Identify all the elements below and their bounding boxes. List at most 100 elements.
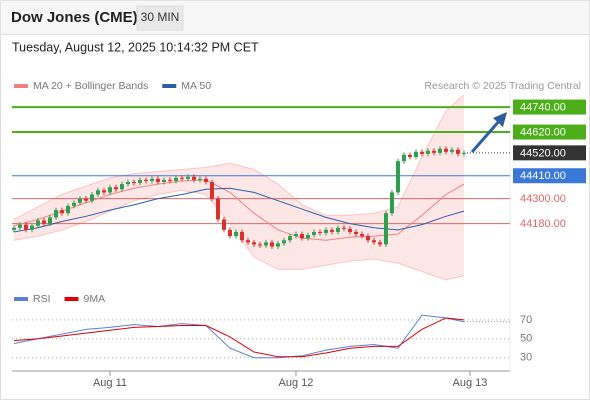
- candle-body: [173, 177, 178, 181]
- legend-swatch: [162, 84, 177, 88]
- candle-body: [377, 242, 382, 245]
- candle-body: [347, 228, 352, 232]
- candle-body: [191, 176, 196, 180]
- instrument-title: Dow Jones (CME): [11, 9, 138, 26]
- x-tick-label: Aug 11: [93, 377, 127, 389]
- rsi-tick-label: 70: [520, 314, 532, 326]
- candle-body: [107, 187, 112, 193]
- candle-body: [275, 243, 280, 247]
- legend-swatch: [64, 297, 79, 301]
- candle-body: [161, 179, 166, 182]
- candle-body: [443, 148, 448, 152]
- candle-body: [455, 149, 460, 154]
- candle-body: [11, 227, 16, 230]
- level-label: 44410.00: [520, 170, 566, 182]
- candle-body: [227, 229, 232, 237]
- level-label: 44300.00: [520, 193, 566, 205]
- candle-body: [83, 198, 88, 201]
- candle-body: [329, 229, 334, 232]
- candle-body: [389, 192, 394, 214]
- candle-body: [437, 148, 442, 153]
- candle-body: [185, 176, 190, 179]
- level-tag: [513, 145, 586, 161]
- candle-body: [395, 161, 400, 193]
- candle-body: [65, 205, 70, 214]
- candle-body: [413, 151, 418, 158]
- candle-body: [29, 225, 34, 230]
- candle-body: [299, 234, 304, 239]
- candle-body: [197, 178, 202, 180]
- candle-body: [449, 149, 454, 152]
- candle-body: [35, 220, 40, 226]
- legend-swatch: [14, 297, 28, 301]
- legend-label: MA 50: [181, 80, 211, 92]
- level-tag: [513, 99, 586, 115]
- candle-body: [461, 152, 466, 154]
- candle-body: [149, 178, 154, 181]
- x-tick-label: Aug 12: [279, 377, 314, 389]
- candle-body: [305, 235, 310, 239]
- rsi-line: [13, 317, 465, 358]
- legend-label: RSI: [33, 293, 51, 305]
- candle-body: [245, 240, 250, 243]
- candle-body: [143, 179, 148, 181]
- candle-body: [47, 217, 52, 224]
- rsi-tick-label: 30: [520, 352, 532, 364]
- level-label: 44740.00: [520, 101, 566, 113]
- candle-body: [131, 181, 136, 184]
- legend-swatch: [14, 84, 28, 88]
- candle-body: [401, 154, 406, 162]
- candle-body: [209, 181, 214, 199]
- ma20-line: [13, 179, 465, 241]
- candle-body: [179, 177, 184, 179]
- candle-body: [335, 227, 340, 232]
- candle-body: [311, 231, 316, 236]
- header-bar: [0, 0, 590, 35]
- level-tag: [513, 124, 586, 140]
- timeframe-box[interactable]: [136, 5, 184, 31]
- candle-body: [359, 234, 364, 237]
- candle-body: [287, 236, 292, 241]
- candle-body: [257, 244, 262, 246]
- candle-body: [137, 179, 142, 184]
- candle-body: [167, 179, 172, 181]
- candle-body: [119, 184, 124, 190]
- candle-body: [323, 229, 328, 233]
- candle-body: [431, 150, 436, 153]
- candle-body: [353, 231, 358, 235]
- candle-body: [425, 150, 430, 154]
- candle-body: [233, 231, 238, 237]
- arrow-head: [493, 112, 507, 127]
- candle-body: [203, 178, 208, 182]
- candle-body: [41, 220, 46, 224]
- arrow-shaft: [470, 119, 502, 153]
- candle-body: [293, 234, 298, 237]
- candle-body: [419, 151, 424, 154]
- candle-body: [101, 190, 106, 193]
- candle-body: [113, 187, 118, 190]
- level-label: 44180.00: [520, 218, 566, 230]
- level-label: 44520.00: [520, 147, 566, 159]
- candle-body: [263, 242, 268, 246]
- candle-body: [365, 236, 370, 241]
- candle-body: [221, 219, 226, 230]
- candle-body: [317, 231, 322, 233]
- band-fill: [13, 94, 464, 280]
- candle-body: [17, 224, 22, 228]
- candle-body: [239, 231, 244, 241]
- candle-body: [407, 154, 412, 158]
- candle-body: [215, 198, 220, 220]
- credit: Research © 2025 Trading Central: [424, 80, 581, 92]
- candle-body: [383, 213, 388, 245]
- candle-body: [23, 224, 28, 230]
- candle-body: [269, 242, 274, 247]
- level-label: 44620.00: [520, 126, 566, 138]
- candle-body: [251, 242, 256, 245]
- candle-body: [371, 240, 376, 243]
- candle-body: [53, 210, 58, 218]
- candle-body: [155, 178, 160, 182]
- rsi-tick-label: 50: [520, 333, 532, 345]
- timeframe[interactable]: 30 MIN: [141, 10, 180, 24]
